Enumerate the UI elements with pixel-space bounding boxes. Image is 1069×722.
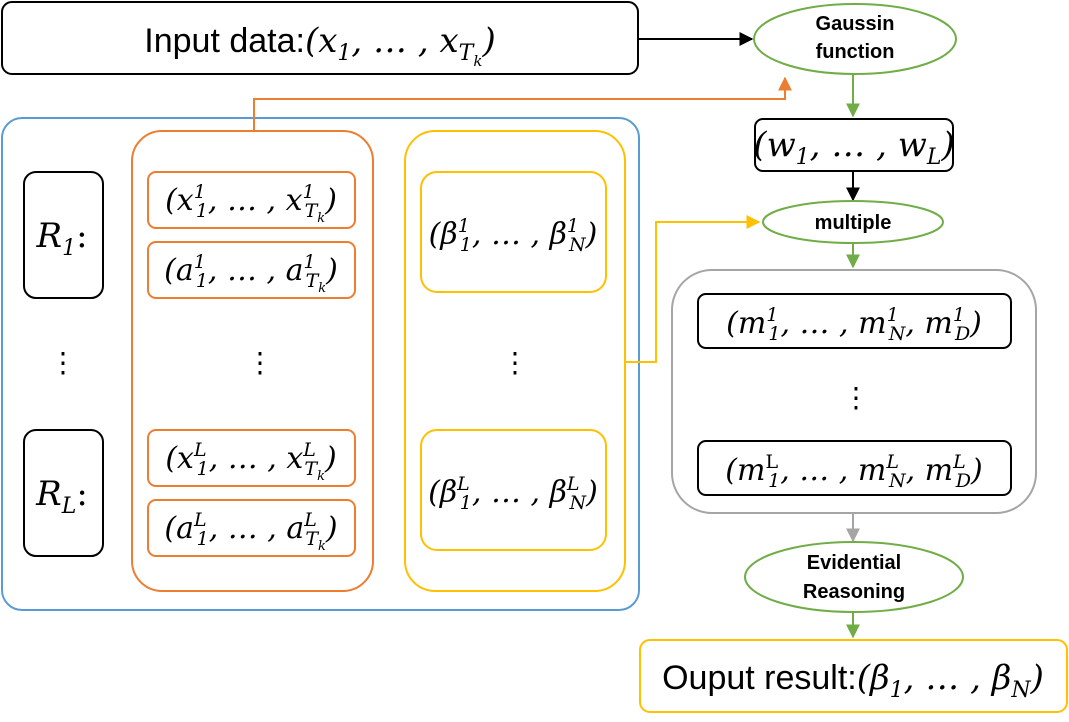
arrow-beliefs-to-multiple	[625, 215, 761, 363]
output-result-label: Ouput result:(β1, … , βN)	[662, 658, 1044, 703]
belief-box-first	[420, 171, 607, 293]
attr-x-box-last	[147, 429, 356, 487]
arrow-attributes-to-gaussian	[253, 76, 792, 131]
mass-box-last	[697, 440, 1012, 496]
attr-a-label-first: (a1 1, … , a1 Tk)	[164, 251, 338, 296]
mass-label-last: (mL 1, … , mL N, mL D)	[725, 451, 982, 492]
rule-label-first: R1:	[35, 216, 87, 261]
attr-x-label-first: (x1 1, … , x1 Tk)	[165, 181, 337, 226]
rule-box-last	[23, 429, 104, 557]
gaussian-label-line1: Gaussin	[816, 13, 895, 35]
weights-label: (w1, … , wL)	[753, 125, 954, 170]
evidential-label-line2: Reasoning	[803, 581, 905, 603]
attr-a-box-last	[147, 499, 356, 557]
rule-box-first	[23, 171, 104, 299]
mass-box-first	[697, 293, 1012, 349]
gaussian-label-line2: function	[816, 41, 895, 63]
belief-box-last	[420, 429, 607, 551]
rule-ellipsis: ⋮	[49, 347, 77, 378]
belief-label-last: (βL 1, … , βL N)	[428, 473, 598, 514]
output-result-box	[639, 639, 1068, 713]
attr-a-box-first	[147, 241, 356, 299]
rule-label-last: RL:	[35, 474, 88, 519]
attribute-container	[131, 130, 374, 592]
input-data-label: Input data:(x1, … , xTk)	[144, 21, 495, 70]
attr-x-label-last: (xL 1, … , xL Tk)	[165, 439, 336, 484]
evidential-label-line1: Evidential	[807, 552, 901, 574]
multiple-label: multiple	[815, 212, 892, 234]
rule-base-container	[1, 117, 640, 611]
attr-x-box-first	[147, 171, 356, 229]
attr-a-label-last: (aL 1, … , aL Tk)	[164, 509, 337, 554]
belief-label-first: (β1 1, … , β1 N)	[429, 215, 598, 256]
mass-label-first: (m1 1, … , m1 N, m1 D)	[726, 304, 982, 345]
mass-ellipsis: ⋮	[842, 382, 870, 413]
belief-ellipsis: ⋮	[501, 347, 529, 378]
gaussian-function-node	[753, 3, 957, 75]
attribute-ellipsis: ⋮	[246, 347, 274, 378]
